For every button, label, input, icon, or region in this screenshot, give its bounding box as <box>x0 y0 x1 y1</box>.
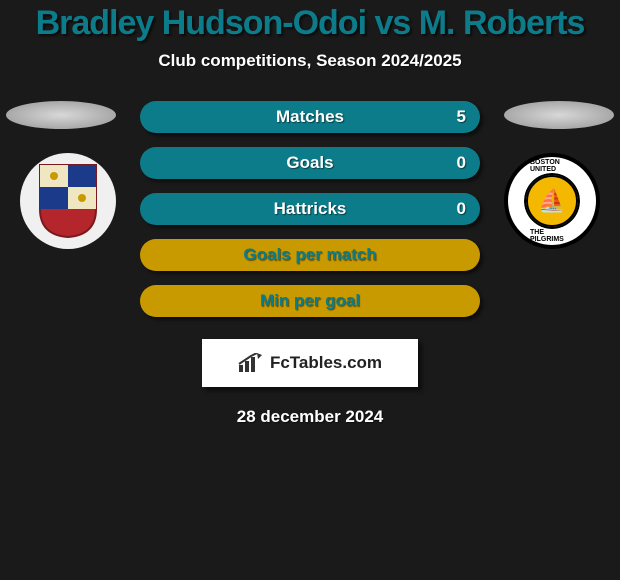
stat-bar: Hattricks 0 <box>140 193 480 225</box>
player-shadow-left <box>6 101 116 129</box>
stats-bars: Matches 5 Goals 0 Hattricks 0 Goals per match M… <box>140 101 480 317</box>
stat-bar: Goals 0 <box>140 147 480 179</box>
player-shadow-right <box>504 101 614 129</box>
stat-label: Min per goal <box>260 291 360 311</box>
stat-value: 0 <box>457 153 466 173</box>
comparison-panel: BOSTON UNITED ⛵ THE PILGRIMS Matches 5 Goa… <box>0 101 620 427</box>
stat-label: Goals per match <box>243 245 376 265</box>
stat-label: Goals <box>286 153 333 173</box>
club-crest-right: BOSTON UNITED ⛵ THE PILGRIMS <box>504 153 600 249</box>
club-right-bottom-text: THE PILGRIMS <box>530 229 574 243</box>
page-title: Bradley Hudson-Odoi vs M. Roberts <box>0 0 620 43</box>
stat-label: Hattricks <box>274 199 347 219</box>
stat-value: 5 <box>457 107 466 127</box>
shield-icon <box>38 163 98 239</box>
club-badge-right: BOSTON UNITED ⛵ THE PILGRIMS <box>504 153 600 249</box>
stat-label: Matches <box>276 107 344 127</box>
club-right-top-text: BOSTON UNITED <box>530 159 574 173</box>
stat-value: 0 <box>457 199 466 219</box>
stat-bar: Matches 5 <box>140 101 480 133</box>
club-crest-left <box>20 153 116 249</box>
club-badge-left <box>20 153 116 249</box>
chart-icon <box>238 353 264 373</box>
ship-icon: ⛵ <box>538 188 565 214</box>
brand-text: FcTables.com <box>270 353 382 373</box>
brand-box: FcTables.com <box>202 339 418 387</box>
subtitle: Club competitions, Season 2024/2025 <box>0 51 620 71</box>
date-text: 28 december 2024 <box>0 407 620 427</box>
stat-bar: Min per goal <box>140 285 480 317</box>
stat-bar: Goals per match <box>140 239 480 271</box>
